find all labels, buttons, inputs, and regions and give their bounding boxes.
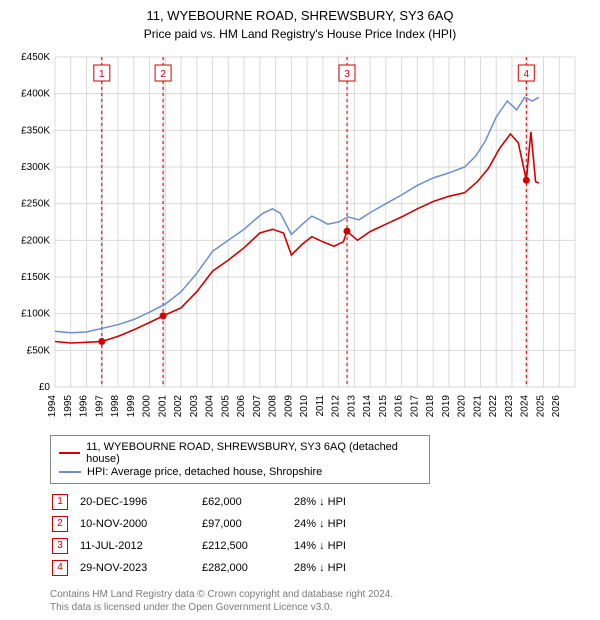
svg-text:4: 4: [524, 69, 530, 80]
svg-text:2023: 2023: [504, 394, 515, 417]
svg-text:£400K: £400K: [21, 89, 50, 100]
transaction-dot: [523, 177, 530, 184]
svg-text:2008: 2008: [268, 394, 279, 417]
svg-text:2012: 2012: [331, 394, 342, 417]
svg-text:2005: 2005: [220, 394, 231, 417]
svg-text:2021: 2021: [472, 394, 483, 417]
svg-text:2019: 2019: [441, 394, 452, 417]
transaction-number-badge: 3: [52, 538, 68, 554]
svg-text:2018: 2018: [425, 394, 436, 417]
svg-text:2004: 2004: [205, 394, 216, 417]
transaction-hpi-delta: 24% ↓ HPI: [294, 514, 356, 534]
transaction-number-badge: 4: [52, 560, 68, 576]
transaction-row: 2 10-NOV-2000£97,00024% ↓ HPI: [52, 514, 356, 534]
svg-text:1999: 1999: [126, 394, 137, 417]
transaction-date: 10-NOV-2000: [80, 514, 200, 534]
transaction-price: £282,000: [202, 558, 292, 578]
transaction-number-badge: 2: [52, 516, 68, 532]
transaction-date: 29-NOV-2023: [80, 558, 200, 578]
legend-item: 11, WYEBOURNE ROAD, SHREWSBURY, SY3 6AQ …: [59, 441, 421, 465]
transaction-price: £97,000: [202, 514, 292, 534]
svg-text:2006: 2006: [236, 394, 247, 417]
svg-text:1997: 1997: [94, 394, 105, 417]
svg-text:2001: 2001: [157, 394, 168, 417]
transaction-row: 1 20-DEC-1996£62,00028% ↓ HPI: [52, 492, 356, 512]
svg-text:£250K: £250K: [21, 199, 50, 210]
svg-text:£0: £0: [39, 382, 51, 393]
svg-text:£150K: £150K: [21, 272, 50, 283]
svg-text:£350K: £350K: [21, 125, 50, 136]
transaction-dot: [160, 312, 167, 319]
legend-swatch: [59, 452, 80, 454]
svg-text:1996: 1996: [79, 394, 90, 417]
svg-text:2025: 2025: [535, 394, 546, 417]
svg-text:2000: 2000: [142, 394, 153, 417]
svg-text:2011: 2011: [315, 394, 326, 416]
svg-text:2003: 2003: [189, 394, 200, 417]
svg-text:1: 1: [99, 69, 105, 80]
footer-line-1: Contains HM Land Registry data © Crown c…: [50, 588, 590, 601]
svg-text:1998: 1998: [110, 394, 121, 417]
svg-text:3: 3: [344, 69, 350, 80]
legend-item: HPI: Average price, detached house, Shro…: [59, 466, 421, 478]
svg-text:£450K: £450K: [21, 52, 50, 63]
chart-title: 11, WYEBOURNE ROAD, SHREWSBURY, SY3 6AQ: [10, 8, 590, 25]
legend: 11, WYEBOURNE ROAD, SHREWSBURY, SY3 6AQ …: [50, 435, 430, 484]
legend-label: HPI: Average price, detached house, Shro…: [87, 466, 322, 478]
svg-text:2010: 2010: [299, 394, 310, 417]
svg-text:2009: 2009: [283, 394, 294, 417]
chart-subtitle: Price paid vs. HM Land Registry's House …: [10, 27, 590, 41]
transactions-table: 120-DEC-1996£62,00028% ↓ HPI210-NOV-2000…: [50, 490, 358, 580]
svg-text:2017: 2017: [409, 394, 420, 417]
footer-attribution: Contains HM Land Registry data © Crown c…: [50, 588, 590, 614]
transaction-price: £212,500: [202, 536, 292, 556]
transaction-date: 11-JUL-2012: [80, 536, 200, 556]
legend-label: 11, WYEBOURNE ROAD, SHREWSBURY, SY3 6AQ …: [86, 441, 421, 465]
transaction-number-badge: 1: [52, 494, 68, 510]
svg-text:2014: 2014: [362, 394, 373, 417]
svg-text:2015: 2015: [378, 394, 389, 417]
transaction-hpi-delta: 14% ↓ HPI: [294, 536, 356, 556]
svg-text:£200K: £200K: [21, 235, 50, 246]
svg-text:2002: 2002: [173, 394, 184, 417]
transaction-row: 4 29-NOV-2023£282,00028% ↓ HPI: [52, 558, 356, 578]
transaction-hpi-delta: 28% ↓ HPI: [294, 492, 356, 512]
svg-text:2022: 2022: [488, 394, 499, 417]
svg-text:2013: 2013: [346, 394, 357, 417]
transaction-dot: [98, 338, 105, 345]
svg-text:1994: 1994: [47, 394, 58, 417]
svg-text:2007: 2007: [252, 394, 263, 417]
transaction-date: 20-DEC-1996: [80, 492, 200, 512]
transaction-price: £62,000: [202, 492, 292, 512]
svg-text:2016: 2016: [394, 394, 405, 417]
svg-text:£300K: £300K: [21, 162, 50, 173]
svg-text:2026: 2026: [551, 394, 562, 417]
svg-text:£100K: £100K: [21, 309, 50, 320]
legend-swatch: [59, 471, 81, 473]
svg-text:2020: 2020: [457, 394, 468, 417]
footer-line-2: This data is licensed under the Open Gov…: [50, 601, 590, 614]
svg-text:£50K: £50K: [27, 345, 51, 356]
svg-text:2024: 2024: [520, 394, 531, 417]
transaction-row: 3 11-JUL-2012£212,50014% ↓ HPI: [52, 536, 356, 556]
svg-text:1995: 1995: [63, 394, 74, 417]
svg-text:2: 2: [160, 69, 166, 80]
transaction-hpi-delta: 28% ↓ HPI: [294, 558, 356, 578]
price-chart: £0 £50K £100K £150K £200K £250K £300K £350K £400…: [10, 47, 590, 427]
transaction-dot: [343, 228, 350, 235]
